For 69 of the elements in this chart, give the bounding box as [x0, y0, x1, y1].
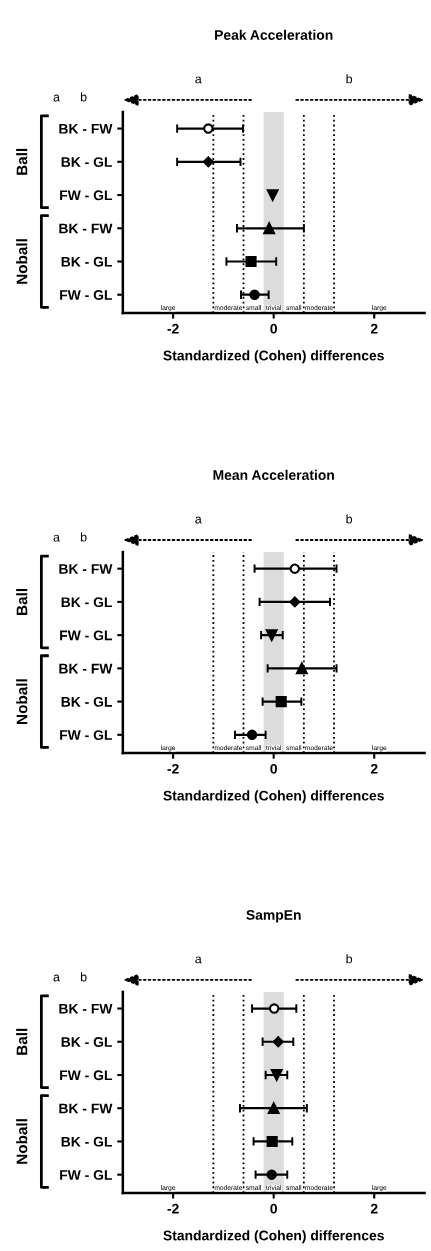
point — [203, 123, 214, 134]
chart-title: SampEn — [246, 910, 301, 923]
y-tick-label: BK - GL — [61, 597, 112, 608]
x-tick-label: 2 — [370, 323, 378, 334]
point — [245, 255, 257, 268]
point — [249, 289, 260, 300]
x-tick-label: -2 — [167, 1203, 179, 1214]
point — [289, 596, 301, 608]
text: Noball — [16, 239, 28, 284]
text: Ball — [16, 588, 28, 615]
y-tick-label: BK - GL — [61, 256, 112, 267]
chart-title: Peak Acceleration — [215, 29, 333, 40]
point — [246, 729, 258, 741]
point — [268, 1003, 280, 1014]
point — [266, 1169, 277, 1180]
x-axis-title: Standardized (Cohen) differences — [163, 1230, 384, 1244]
text: b — [80, 532, 87, 542]
text: a — [53, 534, 60, 542]
y-tick-label: BK - FW — [59, 1004, 113, 1014]
x-tick-label: 2 — [370, 763, 378, 774]
text: b — [80, 92, 87, 102]
point — [267, 1102, 280, 1115]
y-tick-label: BK - FW — [59, 564, 113, 574]
y-tick-label: FW - GL — [60, 1070, 112, 1081]
y-tick-label: BK - GL — [61, 1037, 112, 1047]
text: Ball — [16, 1028, 28, 1055]
text: a — [53, 94, 60, 102]
point — [266, 1135, 278, 1147]
y-tick-label: BK - GL — [61, 1136, 112, 1147]
text: a — [195, 76, 202, 84]
text: b — [346, 514, 353, 524]
y-tick-label: BK - FW — [59, 1103, 113, 1114]
x-axis-title: Standardized (Cohen) differences — [163, 350, 384, 364]
text: b — [346, 954, 353, 964]
text: a — [195, 516, 202, 524]
x-tick-label: 0 — [270, 763, 277, 774]
y-tick-label: FW - GL — [60, 290, 112, 300]
point — [270, 1069, 283, 1081]
x-tick-label: 0 — [270, 323, 277, 334]
text: Noball — [16, 679, 28, 724]
point — [289, 563, 301, 574]
text: b — [346, 74, 353, 84]
y-tick-label: BK - FW — [59, 124, 113, 134]
y-tick-label: FW - GL — [60, 1170, 112, 1180]
x-tick-label: -2 — [167, 323, 179, 334]
text: a — [53, 974, 60, 982]
point — [275, 696, 287, 708]
y-tick-label: FW - GL — [60, 190, 112, 201]
text: Noball — [16, 1119, 28, 1164]
chart-title: Mean Acceleration — [213, 469, 334, 480]
point — [265, 629, 278, 642]
point — [266, 189, 279, 201]
text: b — [80, 972, 87, 982]
point — [272, 1036, 284, 1048]
x-tick-label: 0 — [270, 1203, 277, 1214]
y-tick-label: BK - FW — [59, 663, 113, 674]
y-tick-label: BK - GL — [61, 696, 112, 707]
point — [202, 156, 214, 168]
text: Ball — [16, 148, 28, 175]
x-tick-label: -2 — [167, 763, 179, 774]
x-axis-title: Standardized (Cohen) differences — [163, 790, 384, 804]
text: a — [195, 956, 202, 964]
x-tick-label: 2 — [370, 1203, 378, 1214]
y-tick-label: FW - GL — [60, 630, 112, 641]
y-tick-label: BK - GL — [61, 157, 112, 167]
y-tick-label: BK - FW — [59, 223, 113, 234]
point — [295, 662, 308, 675]
point — [263, 222, 276, 235]
y-tick-label: FW - GL — [60, 730, 112, 740]
